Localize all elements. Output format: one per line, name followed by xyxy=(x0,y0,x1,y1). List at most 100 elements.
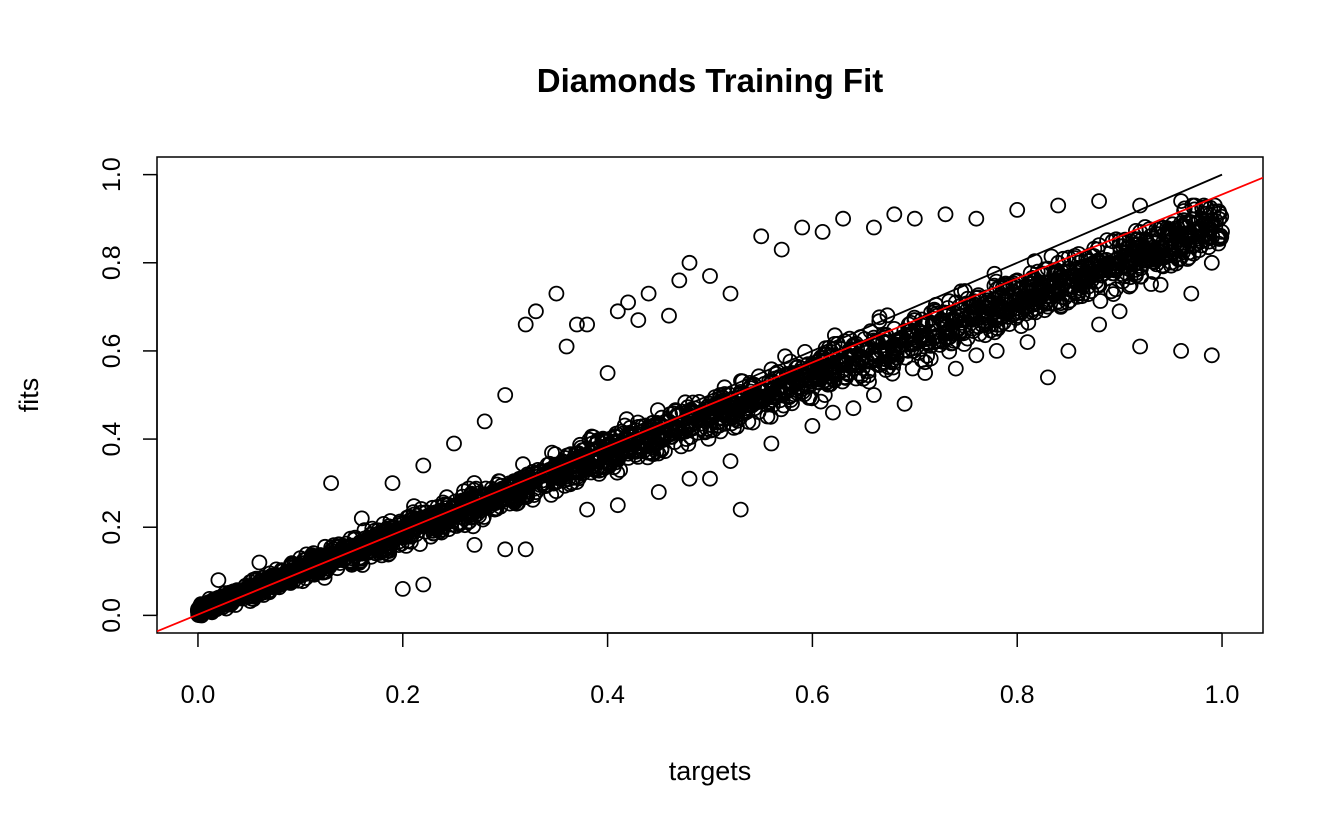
data-point xyxy=(1132,338,1148,355)
data-point xyxy=(650,484,667,500)
data-point xyxy=(917,354,933,371)
data-point xyxy=(999,283,1015,300)
data-point xyxy=(837,355,854,372)
data-point xyxy=(508,495,525,512)
data-point xyxy=(866,347,882,363)
data-point xyxy=(560,471,577,488)
data-point xyxy=(722,285,739,302)
data-point xyxy=(517,541,534,558)
data-point xyxy=(640,285,657,302)
data-point xyxy=(558,338,575,355)
data-point xyxy=(1156,236,1173,253)
data-point xyxy=(1050,293,1067,310)
data-point xyxy=(1134,236,1150,253)
data-point xyxy=(726,419,742,436)
data-point xyxy=(661,307,677,324)
data-point xyxy=(761,388,777,405)
data-point xyxy=(814,223,831,240)
data-point xyxy=(1122,269,1139,286)
data-point xyxy=(548,285,565,302)
data-point xyxy=(947,360,964,377)
data-point xyxy=(456,510,473,527)
data-point xyxy=(211,597,227,614)
data-point xyxy=(353,510,370,527)
data-point xyxy=(804,417,821,434)
x-tick-label: 0.0 xyxy=(181,681,216,709)
data-point xyxy=(986,265,1003,282)
data-point xyxy=(1212,230,1229,247)
data-point xyxy=(1019,334,1036,351)
chart-title: Diamonds Training Fit xyxy=(537,62,884,99)
data-point xyxy=(528,303,544,320)
data-point xyxy=(604,440,620,457)
data-point xyxy=(394,581,411,597)
data-point xyxy=(744,397,761,414)
data-point xyxy=(509,486,526,503)
x-tick-label: 0.6 xyxy=(795,681,830,709)
data-point xyxy=(866,219,882,236)
data-point xyxy=(413,501,430,517)
data-point xyxy=(1080,286,1096,303)
data-point xyxy=(681,254,698,271)
data-point xyxy=(986,310,1003,327)
data-point xyxy=(886,206,903,223)
regression-line xyxy=(157,176,1263,633)
data-point xyxy=(1055,250,1072,267)
data-point xyxy=(226,587,243,604)
data-point xyxy=(1203,254,1220,271)
data-point xyxy=(871,309,888,326)
data-point xyxy=(569,316,585,333)
data-point xyxy=(630,448,646,465)
data-point xyxy=(497,387,514,403)
data-point xyxy=(933,311,950,328)
data-point xyxy=(1164,216,1181,233)
data-point xyxy=(1111,303,1128,320)
data-point xyxy=(517,316,534,333)
data-point xyxy=(753,228,770,245)
data-point xyxy=(1095,259,1112,276)
data-point xyxy=(955,325,972,342)
data-point xyxy=(1009,201,1026,218)
data-point xyxy=(552,459,568,476)
data-point xyxy=(519,488,536,505)
data-point xyxy=(1091,193,1107,210)
x-tick-label: 0.2 xyxy=(385,681,420,709)
data-point xyxy=(1203,221,1219,238)
data-point xyxy=(394,524,411,541)
data-point xyxy=(956,317,973,334)
data-point xyxy=(1198,205,1215,222)
data-point xyxy=(796,386,813,403)
data-point xyxy=(1132,258,1149,274)
data-point xyxy=(866,387,882,403)
data-point xyxy=(681,470,698,487)
data-point xyxy=(713,400,730,417)
data-point xyxy=(600,455,617,472)
data-point xyxy=(880,359,897,376)
data-point xyxy=(467,488,484,505)
data-point xyxy=(1172,228,1189,245)
data-point xyxy=(527,466,544,483)
data-point xyxy=(919,347,935,364)
data-point xyxy=(1176,203,1192,219)
data-point xyxy=(476,413,493,430)
y-tick-label: 1.0 xyxy=(98,157,126,192)
data-point xyxy=(599,365,616,381)
data-point xyxy=(1177,214,1194,231)
data-point xyxy=(576,461,592,478)
data-point xyxy=(593,458,610,475)
data-point xyxy=(1180,244,1197,261)
data-point xyxy=(287,566,304,583)
data-point xyxy=(875,327,892,344)
data-point xyxy=(1145,264,1162,281)
data-point xyxy=(958,295,974,312)
data-point xyxy=(329,547,346,564)
data-point xyxy=(497,541,514,558)
data-point xyxy=(1181,224,1198,241)
data-point xyxy=(1063,282,1079,298)
data-point xyxy=(780,376,797,393)
data-point xyxy=(702,268,718,284)
data-point xyxy=(1203,347,1220,364)
data-point xyxy=(1078,250,1095,267)
data-point xyxy=(829,365,846,382)
